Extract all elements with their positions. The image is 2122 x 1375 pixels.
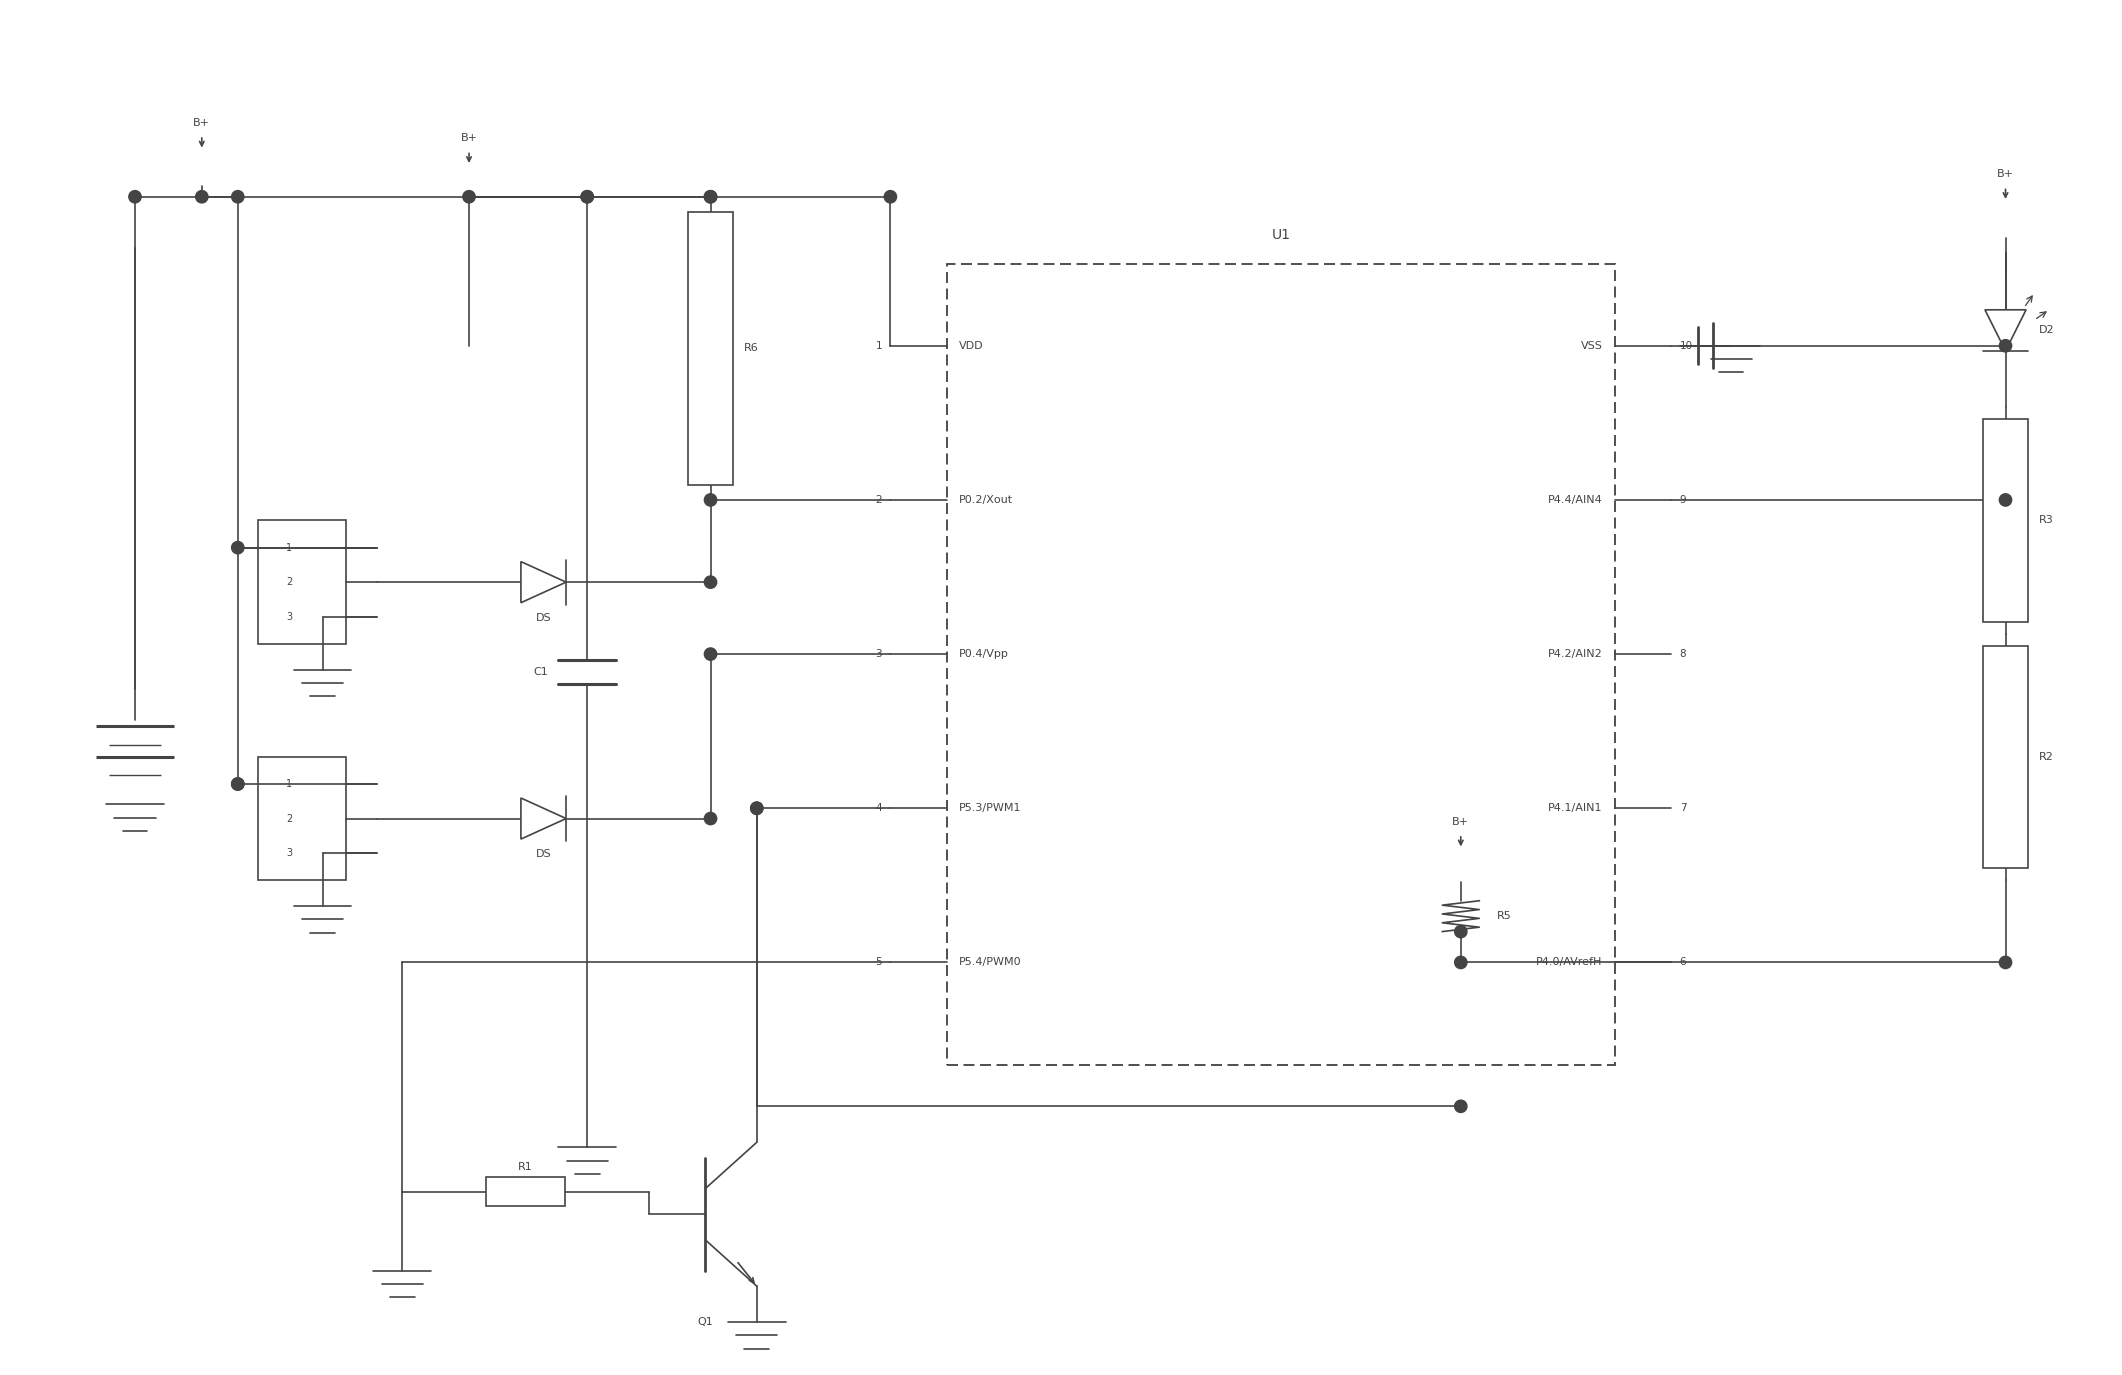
Text: B+: B+ xyxy=(193,118,210,128)
Text: 5: 5 xyxy=(876,957,883,968)
Text: B+: B+ xyxy=(460,133,477,143)
Text: R3: R3 xyxy=(2039,516,2054,525)
Text: R1: R1 xyxy=(518,1162,533,1172)
Circle shape xyxy=(231,191,244,204)
Text: C1: C1 xyxy=(533,667,547,676)
Bar xyxy=(259,521,346,644)
Circle shape xyxy=(231,542,244,554)
Text: 10: 10 xyxy=(1681,341,1693,351)
Circle shape xyxy=(1454,925,1466,938)
Text: P4.4/AIN4: P4.4/AIN4 xyxy=(1547,495,1602,505)
Text: 3: 3 xyxy=(286,848,293,858)
Text: 3: 3 xyxy=(876,649,883,659)
Circle shape xyxy=(231,778,244,791)
Circle shape xyxy=(705,813,717,825)
Text: 4: 4 xyxy=(876,803,883,813)
Text: R2: R2 xyxy=(2039,752,2054,762)
Circle shape xyxy=(463,191,475,204)
Text: P4.2/AIN2: P4.2/AIN2 xyxy=(1547,649,1602,659)
Bar xyxy=(1982,646,2029,868)
Text: B+: B+ xyxy=(1997,169,2014,179)
Text: B+: B+ xyxy=(1451,817,1468,826)
Text: DS: DS xyxy=(535,613,552,623)
Circle shape xyxy=(885,191,898,204)
Polygon shape xyxy=(520,561,567,602)
Text: P4.0/AVrefH: P4.0/AVrefH xyxy=(1536,957,1602,968)
Circle shape xyxy=(581,191,594,204)
Text: R5: R5 xyxy=(1496,912,1511,921)
Circle shape xyxy=(705,191,717,204)
Text: 1: 1 xyxy=(876,341,883,351)
Text: D2: D2 xyxy=(2039,326,2054,336)
Bar xyxy=(946,264,1615,1066)
Text: U1: U1 xyxy=(1271,228,1290,242)
Text: Q1: Q1 xyxy=(698,1317,713,1327)
Text: 3: 3 xyxy=(286,612,293,622)
Text: P0.4/Vpp: P0.4/Vpp xyxy=(959,649,1010,659)
Text: 8: 8 xyxy=(1681,649,1687,659)
Text: DS: DS xyxy=(535,850,552,859)
Text: P0.2/Xout: P0.2/Xout xyxy=(959,495,1014,505)
Circle shape xyxy=(751,802,764,814)
Circle shape xyxy=(581,191,594,204)
Text: 1: 1 xyxy=(286,543,293,553)
Circle shape xyxy=(751,802,764,814)
Bar xyxy=(259,756,346,880)
Text: 6: 6 xyxy=(1681,957,1687,968)
Circle shape xyxy=(705,494,717,506)
Text: 2: 2 xyxy=(876,495,883,505)
Bar xyxy=(486,1177,564,1206)
Bar xyxy=(1982,419,2029,623)
Text: R6: R6 xyxy=(743,344,758,353)
Polygon shape xyxy=(520,798,567,839)
Circle shape xyxy=(129,191,142,204)
Text: 7: 7 xyxy=(1681,803,1687,813)
Circle shape xyxy=(705,648,717,660)
Circle shape xyxy=(231,778,244,791)
Bar xyxy=(688,212,732,485)
Polygon shape xyxy=(1984,309,2027,351)
Text: P5.4/PWM0: P5.4/PWM0 xyxy=(959,957,1023,968)
Text: 1: 1 xyxy=(286,780,293,789)
Text: VDD: VDD xyxy=(959,341,985,351)
Circle shape xyxy=(1454,956,1466,968)
Circle shape xyxy=(705,576,717,588)
Circle shape xyxy=(705,191,717,204)
Circle shape xyxy=(1999,494,2012,506)
Text: VSS: VSS xyxy=(1581,341,1602,351)
Text: 2: 2 xyxy=(286,578,293,587)
Text: P5.3/PWM1: P5.3/PWM1 xyxy=(959,803,1023,813)
Text: P4.1/AIN1: P4.1/AIN1 xyxy=(1549,803,1602,813)
Circle shape xyxy=(195,191,208,204)
Text: 9: 9 xyxy=(1681,495,1687,505)
Circle shape xyxy=(1999,340,2012,352)
Text: 2: 2 xyxy=(286,814,293,824)
Circle shape xyxy=(1454,1100,1466,1112)
Circle shape xyxy=(1999,956,2012,968)
